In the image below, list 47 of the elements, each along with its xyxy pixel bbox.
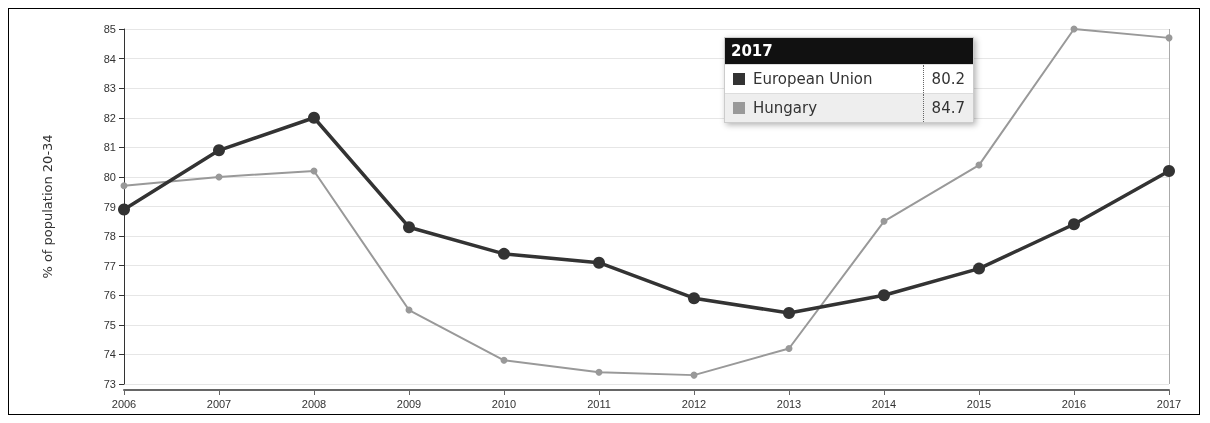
x-tick-label: 2015 [966, 397, 992, 410]
y-tick-label: 81 [103, 141, 116, 154]
x-tick-label: 2008 [301, 397, 327, 410]
x-tick-label: 2009 [396, 397, 422, 410]
y-tick-label: 80 [103, 170, 116, 183]
y-tick-label: 78 [103, 230, 116, 243]
point [593, 256, 605, 269]
legend-label: Hungary [753, 98, 819, 119]
point [120, 182, 128, 190]
annotation: 2017 [725, 38, 973, 64]
y-tick-label: 83 [103, 82, 116, 95]
x-tick-label: 2011 [587, 397, 611, 410]
y-tick-label: 74 [103, 348, 116, 361]
x-tick-label: 2017 [1156, 397, 1182, 410]
annotation: 80.2 [922, 65, 973, 93]
point [308, 111, 320, 124]
y-tick-label: 73 [103, 378, 116, 390]
y-tick-label: 79 [103, 200, 116, 213]
point [213, 144, 225, 157]
point [880, 217, 888, 225]
x-tick-label: 2010 [491, 397, 517, 410]
point [783, 307, 795, 319]
point [500, 356, 508, 364]
point [1068, 218, 1080, 231]
x-tick-label: 2014 [871, 397, 897, 410]
y-tick-label: 84 [103, 52, 116, 65]
point [878, 289, 890, 302]
y-tick-label: 85 [103, 23, 116, 35]
annotation: 84.7 [922, 94, 973, 122]
y-axis-title: % of population 20-34 [40, 134, 55, 279]
x-tick-label: 2016 [1061, 397, 1087, 410]
legend-label: European Union [753, 69, 874, 90]
point [498, 247, 510, 260]
point [785, 345, 793, 352]
x-tick-label: 2007 [206, 397, 232, 410]
point [688, 292, 700, 305]
x-tick-label: 2013 [776, 397, 802, 410]
point [403, 221, 415, 234]
point [973, 262, 985, 275]
point [118, 203, 130, 216]
y-tick-label: 77 [103, 259, 116, 272]
y-tick-label: 82 [103, 111, 116, 124]
y-tick-label: 75 [103, 318, 116, 331]
y-tick-label: 76 [103, 289, 116, 302]
x-tick-label: 2006 [111, 397, 137, 410]
x-tick-label: 2012 [681, 397, 707, 410]
point [1163, 165, 1175, 177]
